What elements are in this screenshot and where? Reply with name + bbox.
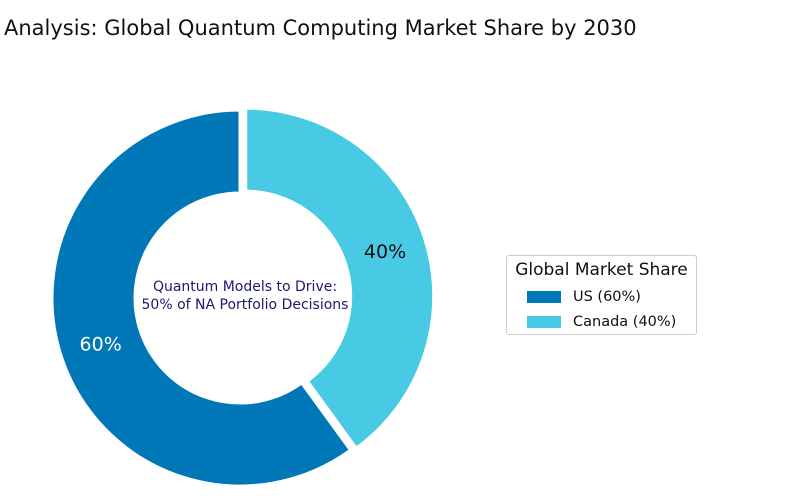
- slice-label-canada: 40%: [364, 241, 406, 263]
- chart-title: Analysis: Global Quantum Computing Marke…: [4, 16, 637, 40]
- slice-label-us: 60%: [80, 333, 122, 355]
- legend-title: Global Market Share: [515, 260, 688, 280]
- legend-label-us: US (60%): [573, 289, 641, 305]
- legend-swatch-canada: [527, 316, 561, 328]
- legend-item-canada: Canada (40%): [527, 313, 676, 331]
- legend: Global Market Share US (60%) Canada (40%…: [506, 255, 697, 335]
- legend-label-canada: Canada (40%): [573, 314, 677, 330]
- center-text-line-2: 50% of NA Portfolio Decisions: [142, 297, 349, 313]
- legend-swatch-us: [527, 291, 561, 303]
- legend-item-us: US (60%): [527, 288, 641, 306]
- slice-us: [50, 108, 353, 488]
- slice-canada: [244, 106, 436, 451]
- center-text-line-1: Quantum Models to Drive:: [153, 279, 337, 295]
